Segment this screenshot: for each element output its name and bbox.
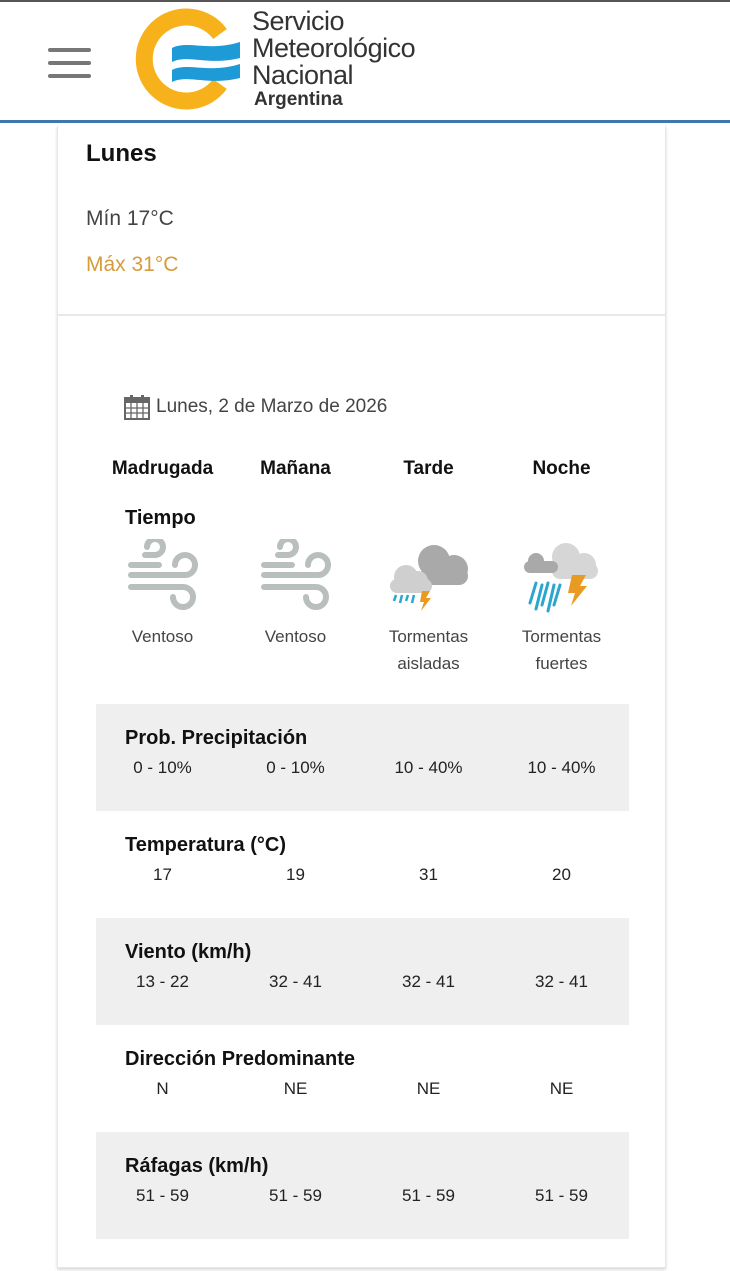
forecast-card: Lunes Mín 17°C Máx 31°C Lunes, 2 de Marz… [57,126,666,1268]
row-value: 0 - 10% [133,758,192,777]
row-value: 32 - 41 [535,972,588,991]
forecast-row: Ráfagas (km/h) 51 - 59 51 - 59 51 - 59 51 - … [96,1132,629,1239]
logo-line: Servicio [252,6,345,36]
max-temp: Máx 31°C [86,253,179,276]
row-value: 51 - 59 [136,1186,189,1205]
day-title: Lunes [86,140,157,167]
calendar-icon [124,395,150,420]
strong-storms-icon [523,543,598,613]
period-label: Noche [532,458,591,479]
forecast-date: Lunes, 2 de Marzo de 2026 [124,394,387,420]
row-value: NE [416,1079,441,1098]
forecast-row: Prob. Precipitación 0 - 10% 0 - 10% 10 - 40… [96,704,629,811]
row-value: NE [283,1079,308,1098]
logo-text: Servicio Meteorológico Nacional Argentin… [252,6,416,111]
row-title: Temperatura (°C) [125,834,286,856]
windy-icon [260,539,331,610]
row-title: Ráfagas (km/h) [125,1155,269,1177]
periods-header: Madrugada Mañana Tarde Noche [96,458,629,480]
row-values: 13 - 22 32 - 41 32 - 41 32 - 41 [96,972,629,992]
period-label: Mañana [260,458,331,479]
forecast-row: Dirección Predominante N NE NE NE [96,1025,629,1132]
row-title: Dirección Predominante [125,1048,356,1070]
weather-desc: Tormentas aisladas [388,627,469,673]
weather-desc: Ventoso [131,627,194,646]
row-value: 10 - 40% [394,758,463,777]
forecast-row: Temperatura (°C) 17 19 31 20 [96,811,629,918]
row-value: 20 [552,865,571,884]
weather-descriptions: Ventoso Ventoso Tormentas aisladas Torme… [96,623,629,677]
smn-logo[interactable] [128,8,248,115]
row-value: 31 [419,865,438,884]
row-value: 51 - 59 [269,1186,322,1205]
row-value: 13 - 22 [136,972,189,991]
row-value: 51 - 59 [402,1186,455,1205]
row-value: NE [549,1079,574,1098]
period-label: Madrugada [111,458,214,479]
weather-desc: Tormentas fuertes [521,627,602,673]
row-values: 17 19 31 20 [96,865,629,885]
logo-line: Meteorológico [252,33,416,63]
row-values: 0 - 10% 0 - 10% 10 - 40% 10 - 40% [96,758,629,778]
row-title: Viento (km/h) [125,941,252,963]
divider [58,314,665,316]
row-value: 19 [286,865,305,884]
weather-title: Tiempo [125,507,196,529]
top-border [0,0,730,2]
weather-icons [96,539,629,619]
period-label: Tarde [403,458,454,479]
row-value: 51 - 59 [535,1186,588,1205]
logo-line: Argentina [254,89,343,110]
row-value: 17 [153,865,172,884]
row-values: 51 - 59 51 - 59 51 - 59 51 - 59 [96,1186,629,1206]
windy-icon [127,539,198,610]
min-temp: Mín 17°C [86,207,174,230]
isolated-storms-icon [389,545,468,611]
forecast-row: Viento (km/h) 13 - 22 32 - 41 32 - 41 32 - 4… [96,918,629,1025]
row-value: 0 - 10% [266,758,325,777]
date-text: Lunes, 2 de Marzo de 2026 [156,396,388,417]
row-value: 32 - 41 [269,972,322,991]
row-values: N NE NE NE [96,1079,629,1099]
row-value: 32 - 41 [402,972,455,991]
row-title: Prob. Precipitación [125,727,308,749]
row-value: N [156,1079,169,1098]
site-header: Servicio Meteorológico Nacional Argentin… [0,2,730,123]
weather-desc: Ventoso [264,627,327,646]
row-value: 10 - 40% [527,758,596,777]
logo-line: Nacional [252,60,354,90]
hamburger-icon[interactable] [48,48,91,78]
